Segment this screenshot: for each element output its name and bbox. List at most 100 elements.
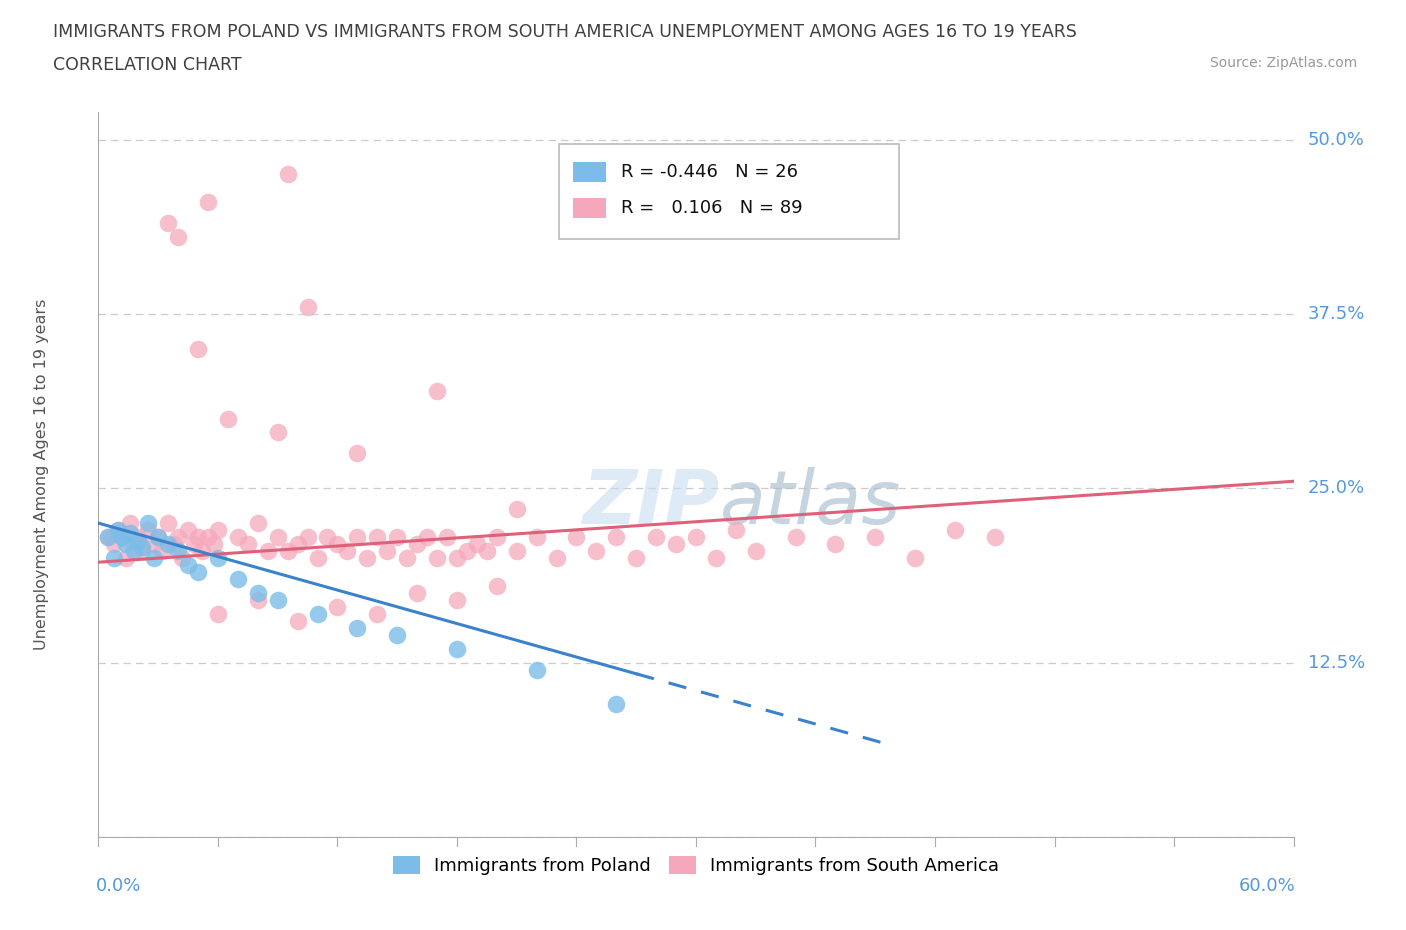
Point: [605, 530, 627, 545]
Point: [256, 544, 278, 559]
Point: [97, 530, 120, 545]
Point: [191, 544, 214, 559]
Point: [396, 551, 419, 565]
Point: [127, 530, 149, 545]
Text: 37.5%: 37.5%: [1308, 305, 1365, 323]
Point: [704, 551, 727, 565]
Point: [336, 544, 359, 559]
Point: [136, 523, 159, 538]
Text: 0.0%: 0.0%: [96, 877, 142, 895]
Text: 25.0%: 25.0%: [1308, 479, 1365, 498]
Point: [824, 537, 846, 551]
Point: [167, 230, 190, 245]
Point: [143, 537, 166, 551]
Point: [197, 530, 219, 545]
Text: CORRELATION CHART: CORRELATION CHART: [53, 56, 242, 73]
Point: [197, 195, 219, 210]
Point: [375, 544, 398, 559]
Point: [406, 586, 429, 601]
Point: [157, 537, 180, 551]
Point: [287, 614, 309, 629]
FancyBboxPatch shape: [558, 144, 900, 239]
Point: [107, 523, 129, 538]
Point: [157, 216, 180, 231]
Point: [346, 620, 368, 635]
Point: [202, 537, 225, 551]
Point: [127, 534, 149, 549]
Point: [143, 551, 166, 565]
Point: [465, 537, 488, 551]
Point: [103, 537, 125, 551]
Point: [904, 551, 927, 565]
Point: [356, 551, 378, 565]
Point: [97, 530, 120, 545]
Point: [217, 411, 239, 426]
Point: [485, 530, 508, 545]
Point: [665, 537, 688, 551]
Point: [506, 502, 529, 517]
Legend: Immigrants from Poland, Immigrants from South America: Immigrants from Poland, Immigrants from …: [385, 848, 1007, 883]
Text: IMMIGRANTS FROM POLAND VS IMMIGRANTS FROM SOUTH AMERICA UNEMPLOYMENT AMONG AGES : IMMIGRANTS FROM POLAND VS IMMIGRANTS FRO…: [53, 23, 1077, 41]
Point: [446, 642, 468, 657]
Point: [111, 530, 134, 545]
Point: [148, 530, 170, 545]
Point: [385, 530, 409, 545]
Point: [485, 578, 508, 593]
Point: [115, 537, 138, 551]
Point: [456, 544, 478, 559]
Point: [187, 565, 209, 579]
Text: R = -0.446   N = 26: R = -0.446 N = 26: [620, 163, 797, 180]
Point: [416, 530, 439, 545]
Point: [446, 551, 468, 565]
Point: [346, 446, 368, 461]
Point: [526, 662, 548, 677]
Point: [226, 530, 249, 545]
Point: [246, 516, 269, 531]
Point: [626, 551, 648, 565]
Point: [236, 537, 259, 551]
Text: ZIP: ZIP: [582, 467, 720, 539]
Point: [183, 537, 205, 551]
Point: [177, 558, 200, 573]
Point: [426, 551, 449, 565]
Point: [267, 530, 290, 545]
Point: [226, 571, 249, 587]
Point: [277, 544, 299, 559]
Point: [172, 551, 194, 565]
Point: [124, 544, 146, 559]
Point: [326, 537, 349, 551]
Text: 12.5%: 12.5%: [1308, 654, 1365, 671]
Point: [565, 530, 588, 545]
Point: [307, 606, 329, 621]
Point: [426, 383, 449, 398]
Point: [131, 539, 153, 554]
Point: [167, 530, 190, 545]
Point: [446, 592, 468, 607]
Text: 60.0%: 60.0%: [1239, 877, 1296, 895]
Point: [115, 551, 138, 565]
Point: [865, 530, 887, 545]
Point: [475, 544, 498, 559]
Point: [943, 523, 966, 538]
Point: [526, 530, 548, 545]
Point: [107, 523, 129, 538]
Point: [111, 530, 134, 545]
Point: [785, 530, 807, 545]
Point: [745, 544, 768, 559]
Text: atlas: atlas: [720, 467, 901, 539]
Point: [506, 544, 529, 559]
Point: [267, 425, 290, 440]
Point: [326, 600, 349, 615]
Point: [177, 523, 200, 538]
Point: [120, 525, 142, 540]
Point: [724, 523, 747, 538]
Point: [307, 551, 329, 565]
Point: [246, 586, 269, 601]
Point: [136, 516, 159, 531]
Point: [297, 530, 319, 545]
Point: [157, 516, 180, 531]
Point: [207, 551, 229, 565]
Point: [131, 544, 153, 559]
Point: [316, 530, 339, 545]
Point: [187, 341, 209, 356]
